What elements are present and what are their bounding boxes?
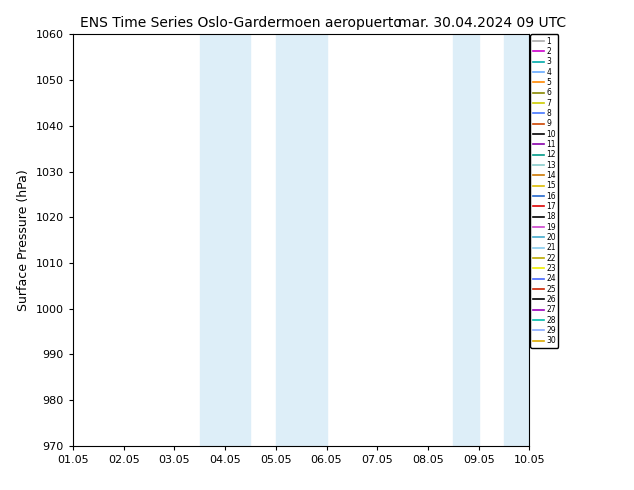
Bar <box>453 34 479 446</box>
Bar <box>504 34 555 446</box>
Bar <box>276 34 327 446</box>
Legend: 1, 2, 3, 4, 5, 6, 7, 8, 9, 10, 11, 12, 13, 14, 15, 16, 17, 18, 19, 20, 21, 22, 2: 1, 2, 3, 4, 5, 6, 7, 8, 9, 10, 11, 12, 1… <box>530 34 559 347</box>
Text: mar. 30.04.2024 09 UTC: mar. 30.04.2024 09 UTC <box>398 16 566 30</box>
Y-axis label: Surface Pressure (hPa): Surface Pressure (hPa) <box>17 169 30 311</box>
Bar <box>200 34 250 446</box>
Text: ENS Time Series Oslo-Gardermoen aeropuerto: ENS Time Series Oslo-Gardermoen aeropuer… <box>80 16 402 30</box>
